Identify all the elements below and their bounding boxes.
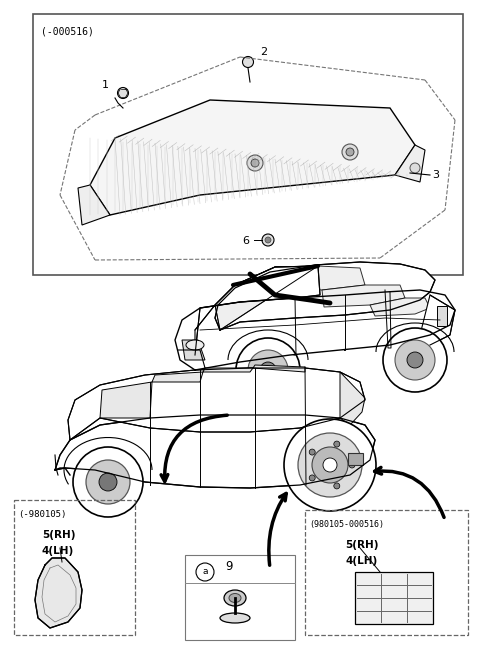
Circle shape bbox=[309, 449, 315, 455]
Text: 5(RH): 5(RH) bbox=[345, 540, 379, 550]
Circle shape bbox=[334, 441, 340, 447]
Polygon shape bbox=[90, 100, 415, 215]
Circle shape bbox=[383, 328, 447, 392]
Polygon shape bbox=[322, 285, 405, 307]
Ellipse shape bbox=[224, 590, 246, 606]
Bar bbox=[355, 572, 433, 624]
Polygon shape bbox=[195, 266, 320, 355]
Bar bbox=[185, 555, 295, 640]
Text: 6: 6 bbox=[242, 236, 250, 246]
Circle shape bbox=[73, 447, 143, 517]
Bar bbox=[14, 500, 135, 635]
Text: (-000516): (-000516) bbox=[41, 26, 94, 36]
Polygon shape bbox=[215, 266, 318, 330]
Ellipse shape bbox=[220, 613, 250, 623]
Circle shape bbox=[262, 234, 274, 246]
Circle shape bbox=[323, 458, 337, 472]
Polygon shape bbox=[268, 266, 365, 290]
Bar bbox=[305, 510, 468, 635]
Polygon shape bbox=[395, 145, 425, 182]
Polygon shape bbox=[78, 185, 110, 225]
Circle shape bbox=[196, 563, 214, 581]
Text: 1: 1 bbox=[101, 80, 108, 90]
Circle shape bbox=[298, 433, 362, 497]
Polygon shape bbox=[152, 372, 203, 382]
Polygon shape bbox=[370, 298, 430, 316]
Text: 4(LH): 4(LH) bbox=[42, 546, 74, 556]
Circle shape bbox=[118, 88, 129, 99]
Polygon shape bbox=[215, 262, 435, 330]
Circle shape bbox=[247, 155, 263, 171]
Text: 3: 3 bbox=[432, 170, 439, 180]
Circle shape bbox=[309, 475, 315, 481]
Ellipse shape bbox=[229, 593, 241, 602]
Polygon shape bbox=[420, 295, 455, 345]
Bar bbox=[33, 14, 463, 275]
Circle shape bbox=[248, 350, 288, 390]
Ellipse shape bbox=[186, 340, 204, 350]
Polygon shape bbox=[35, 558, 82, 628]
Polygon shape bbox=[253, 365, 305, 372]
Polygon shape bbox=[182, 340, 205, 360]
Circle shape bbox=[86, 460, 130, 504]
Circle shape bbox=[99, 473, 117, 491]
Circle shape bbox=[346, 148, 354, 156]
Circle shape bbox=[312, 447, 348, 483]
Circle shape bbox=[342, 144, 358, 160]
Circle shape bbox=[284, 419, 376, 511]
Text: 9: 9 bbox=[225, 560, 232, 574]
Polygon shape bbox=[55, 415, 375, 488]
Circle shape bbox=[395, 340, 435, 380]
Circle shape bbox=[349, 462, 355, 468]
Polygon shape bbox=[68, 368, 365, 440]
Circle shape bbox=[334, 483, 340, 489]
Text: 5(RH): 5(RH) bbox=[42, 530, 75, 540]
Circle shape bbox=[265, 237, 271, 243]
Circle shape bbox=[260, 362, 276, 378]
Bar bbox=[348, 453, 363, 465]
Text: 2: 2 bbox=[260, 47, 267, 57]
Circle shape bbox=[242, 56, 253, 67]
Polygon shape bbox=[340, 372, 365, 425]
Circle shape bbox=[251, 159, 259, 167]
Text: 4(LH): 4(LH) bbox=[345, 556, 377, 566]
Polygon shape bbox=[203, 368, 253, 372]
Text: a: a bbox=[202, 568, 208, 576]
Polygon shape bbox=[100, 382, 152, 418]
Text: (-980105): (-980105) bbox=[18, 510, 66, 519]
Circle shape bbox=[407, 352, 423, 368]
Circle shape bbox=[236, 338, 300, 402]
Bar bbox=[437, 306, 447, 326]
Circle shape bbox=[410, 163, 420, 173]
Text: (980105-000516): (980105-000516) bbox=[309, 520, 384, 529]
